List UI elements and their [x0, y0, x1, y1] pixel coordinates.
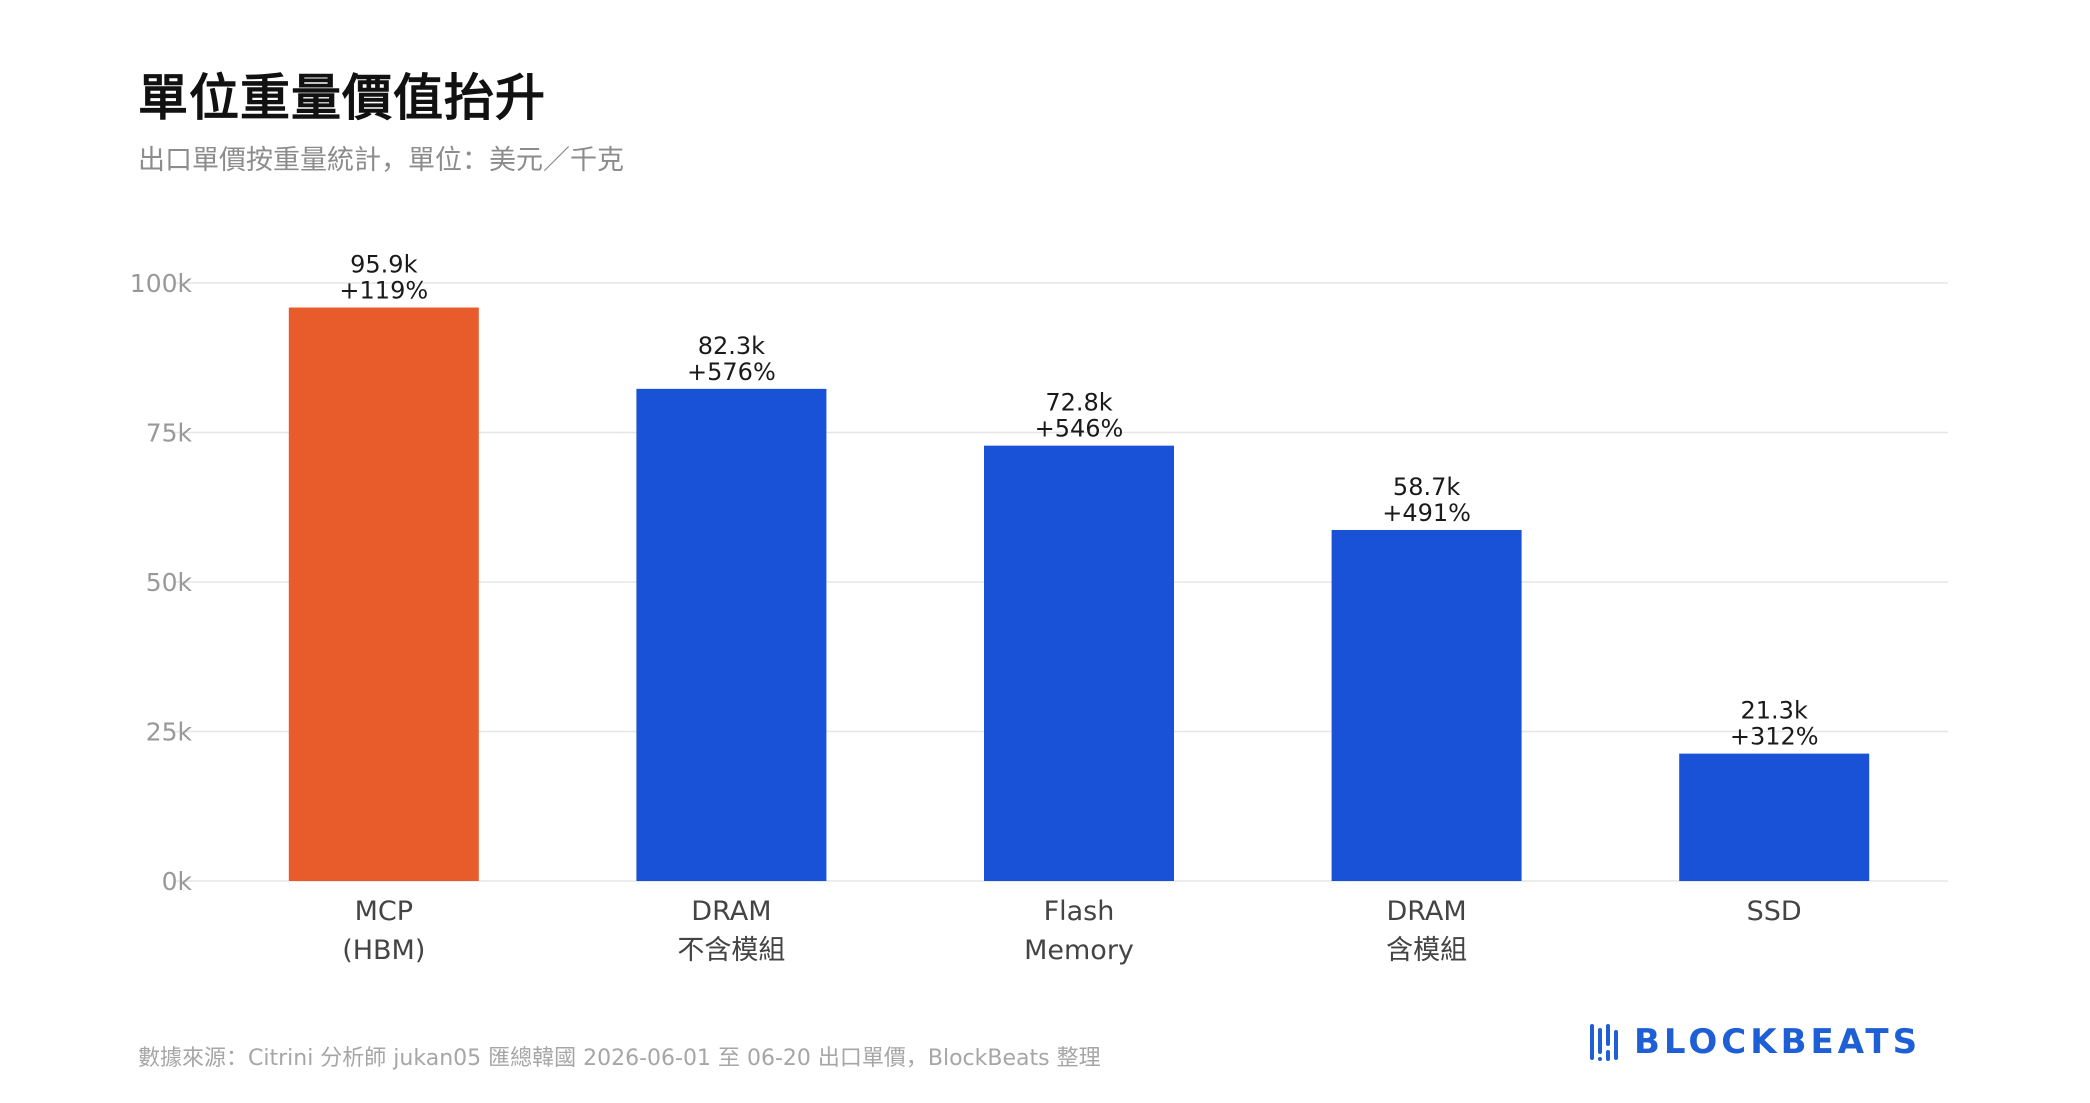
value-label: 21.3k [1741, 697, 1808, 725]
x-axis-ticks: MCP (HBM) DRAM 不含模組 Flash Memory DRAM 含模組 SSD [342, 896, 1802, 966]
brand-logo: BLOCKBEATS [1590, 1018, 1921, 1066]
change-label: +119% [339, 277, 428, 305]
x-tick-label: MCP [355, 896, 413, 927]
brand-name: BLOCKBEATS [1634, 1022, 1922, 1062]
change-label: +546% [1035, 415, 1124, 443]
y-tick-label: 100k [130, 269, 193, 298]
x-tick-label: Flash [1044, 896, 1115, 927]
y-tick-label: 75k [146, 419, 193, 448]
bar [636, 388, 827, 881]
change-label: +576% [687, 358, 776, 386]
y-tick-label: 25k [146, 718, 193, 747]
value-label: 82.3k [698, 332, 765, 360]
x-tick-label: DRAM [1386, 896, 1466, 927]
x-tick-label: SSD [1747, 896, 1802, 927]
chart-title: 單位重量價值抬升 [138, 69, 546, 127]
bar [288, 307, 479, 881]
x-tick-label: Memory [1024, 935, 1134, 966]
bar [1331, 529, 1522, 881]
x-tick-label: 不含模組 [677, 935, 785, 966]
y-tick-label: 0k [162, 867, 193, 896]
bars [288, 307, 1870, 881]
value-label: 58.7k [1393, 473, 1460, 501]
change-label: +312% [1730, 723, 1819, 751]
data-labels: 95.9k+119% 82.3k+576% 72.8k+546% 58.7k+491%… [339, 251, 1818, 751]
x-tick-label: (HBM) [342, 935, 425, 966]
y-axis-ticks: 0k 25k 50k 75k 100k [130, 269, 193, 896]
x-tick-label: 含模組 [1386, 935, 1467, 966]
y-tick-label: 50k [146, 568, 193, 597]
blockbeats-logo-icon [1590, 1024, 1618, 1061]
change-label: +491% [1382, 499, 1471, 527]
chart-subtitle: 出口單價按重量統計，單位：美元／千克 [138, 145, 624, 176]
bar-chart: 0k 25k 50k 75k 100k 95.9k+119% 82.3k+576% 72.8… [130, 251, 1948, 966]
bar [984, 445, 1174, 881]
bar [1679, 753, 1870, 881]
value-label: 95.9k [350, 251, 417, 279]
source-note: 數據來源：Citrini 分析師 jukan05 匯總韓國 2026-06-01… [138, 1046, 1101, 1071]
value-label: 72.8k [1045, 389, 1112, 417]
x-tick-label: DRAM [691, 896, 771, 927]
